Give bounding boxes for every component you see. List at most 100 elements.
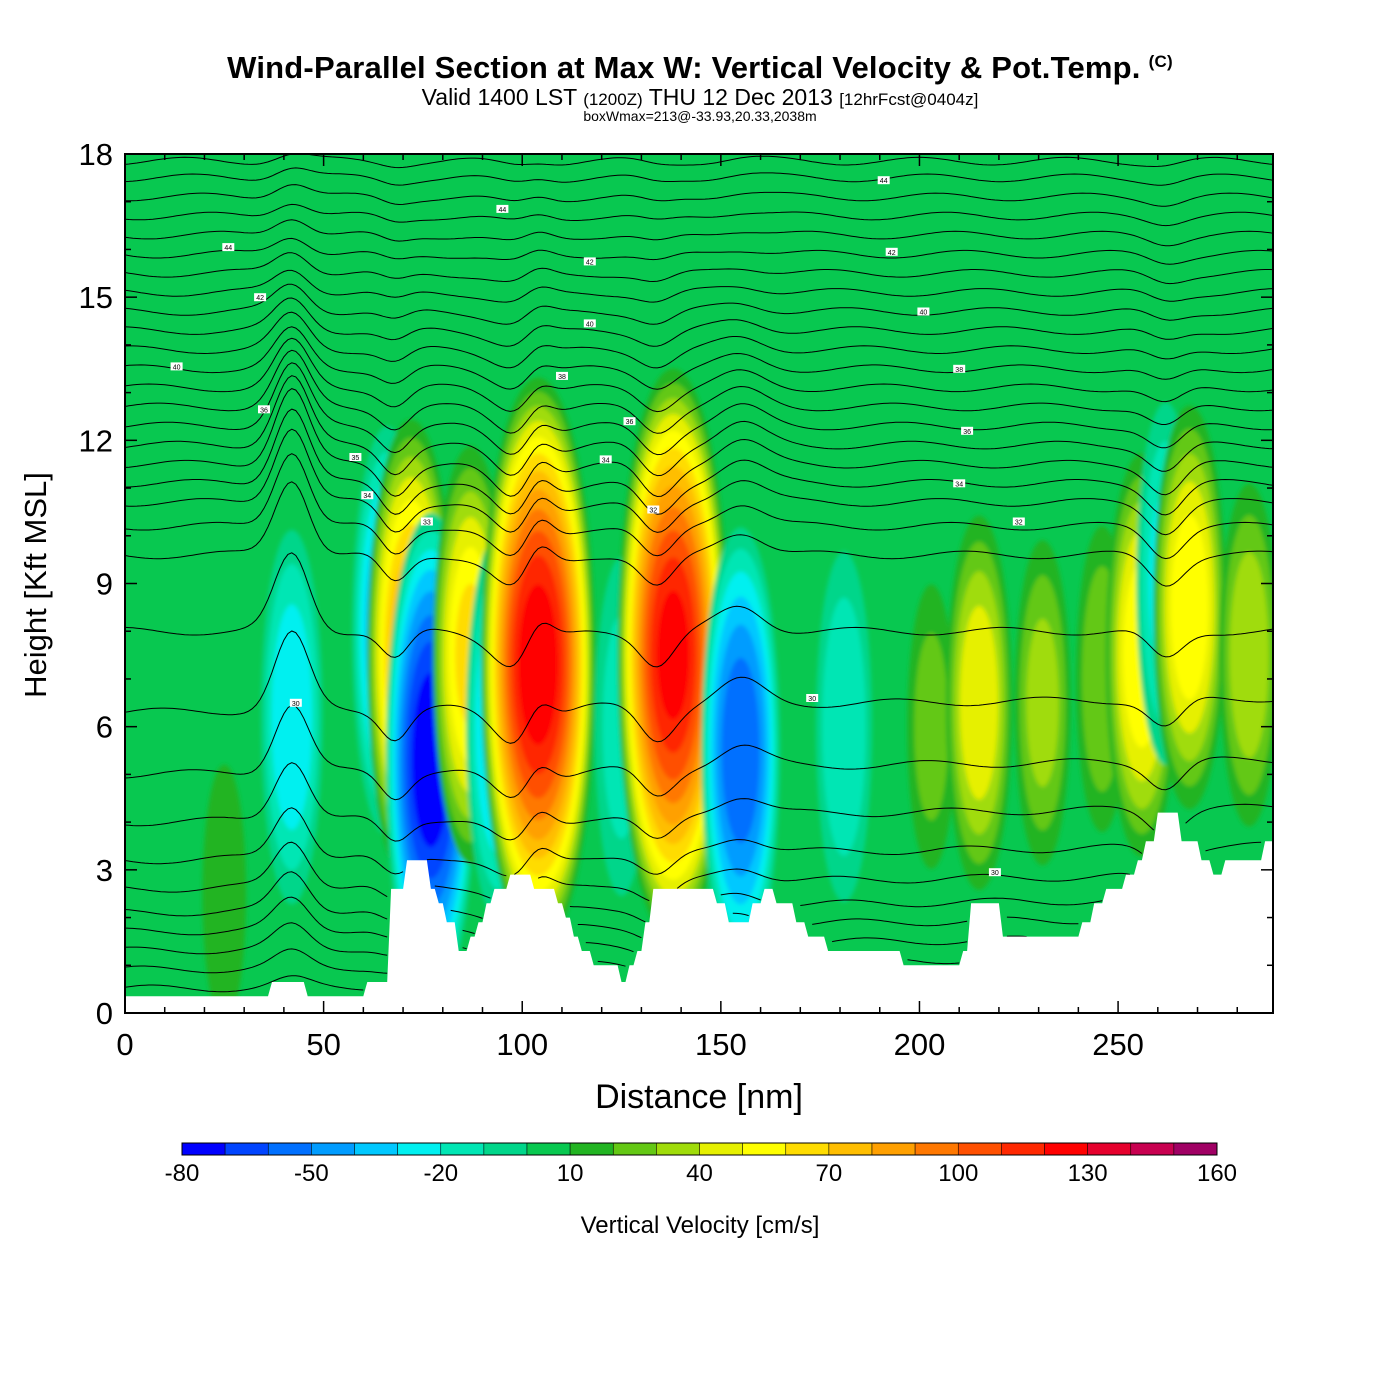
contour-label-text: 40 xyxy=(586,321,594,328)
contour-label: 36 xyxy=(258,405,270,414)
contour-label: 42 xyxy=(254,293,267,302)
velocity-band xyxy=(1229,551,1269,759)
contour-label: 30 xyxy=(988,868,1001,877)
theta-contour-line xyxy=(125,388,1273,498)
contour-label-text: 42 xyxy=(888,250,896,257)
x-tick-label: 200 xyxy=(894,1027,946,1062)
theta-contour-line xyxy=(125,922,1027,956)
contour-label-text: 42 xyxy=(256,295,264,302)
contour-label: 36 xyxy=(961,426,974,436)
colorbar-bin xyxy=(440,1142,485,1156)
valid-utc: (1200Z) xyxy=(583,90,643,109)
x-axis-label: Distance [nm] xyxy=(595,1078,803,1116)
contour-label: 44 xyxy=(877,176,890,185)
colorbar-bin xyxy=(1130,1142,1175,1156)
contour-label-box xyxy=(885,247,898,256)
theta-contour-line xyxy=(125,237,1273,265)
y-tick-label: 18 xyxy=(79,137,113,172)
velocity-band xyxy=(657,590,690,720)
contour-label-box xyxy=(258,405,270,414)
contour-label-text: 30 xyxy=(991,870,999,877)
contour-label-text: 36 xyxy=(963,429,971,436)
contour-label-text: 40 xyxy=(173,364,181,371)
theta-contour-line xyxy=(125,807,1262,877)
colorbar-tick-label: -80 xyxy=(165,1160,200,1187)
velocity-band xyxy=(959,606,999,800)
contour-label-box xyxy=(361,491,374,500)
contour-label-text: 40 xyxy=(920,310,928,317)
contour-label: 30 xyxy=(289,698,302,708)
contour-label-box xyxy=(420,517,433,526)
theta-contour-line xyxy=(125,252,1273,285)
velocity-band xyxy=(1026,618,1059,787)
colorbar-bin xyxy=(311,1142,355,1156)
velocity-cell xyxy=(701,527,781,974)
contour-label-box xyxy=(1012,517,1025,526)
theta-contour-line xyxy=(125,704,1273,801)
velocity-band xyxy=(1170,514,1209,700)
theta-contour-line xyxy=(125,408,1273,516)
contour-label: 32 xyxy=(1012,517,1025,527)
contour-label-box xyxy=(599,455,612,464)
contour-label-box xyxy=(953,479,966,488)
colorbar-tick-label: -50 xyxy=(294,1160,329,1187)
x-tick-label: 150 xyxy=(695,1027,747,1062)
contour-label-text: 32 xyxy=(1015,520,1023,527)
contour-label: 44 xyxy=(496,204,509,214)
velocity-band xyxy=(721,657,760,844)
colorbar-bin xyxy=(181,1142,226,1156)
valid-date: THU 12 Dec 2013 xyxy=(648,84,833,110)
contour-label-text: 44 xyxy=(880,178,888,185)
contour-label-box xyxy=(647,505,660,514)
contour-label-text: 33 xyxy=(423,520,431,527)
velocity-cell xyxy=(1014,540,1071,866)
theta-contour-line xyxy=(125,167,1273,186)
velocity-cell xyxy=(1153,405,1226,810)
colorbar-tick-label: 70 xyxy=(816,1160,843,1187)
colorbar-bin xyxy=(268,1142,312,1156)
y-tick-label: 3 xyxy=(96,853,113,888)
theta-contour-line xyxy=(125,297,1273,347)
theta-contour-line xyxy=(125,326,1273,390)
colorbar-bin xyxy=(656,1142,700,1156)
theta-contour-line xyxy=(125,203,1273,227)
contour-label-text: 36 xyxy=(260,407,268,414)
theta-contour-line xyxy=(125,841,1131,902)
x-tick-label: 250 xyxy=(1092,1027,1144,1062)
contour-label: 44 xyxy=(222,243,235,252)
velocity-cell xyxy=(260,529,323,905)
colorbar-bin xyxy=(785,1142,830,1156)
contour-label-box xyxy=(349,453,362,461)
colorbar-bin xyxy=(958,1142,1002,1156)
theta-contour-line xyxy=(125,896,1079,939)
contour-label-text: 34 xyxy=(602,457,610,464)
plot-clip-group: 44 44 44 42 42 42 40 40 40 38 38 36 36 36 35 34 34 34 33 32… xyxy=(125,154,1273,1013)
contour-label: 40 xyxy=(583,319,596,328)
colorbar-bin xyxy=(1173,1142,1218,1156)
colorbar-bin xyxy=(699,1142,743,1156)
colorbar-bin xyxy=(1001,1142,1045,1156)
copyright-mark: (C) xyxy=(1148,52,1173,71)
colorbar-frame xyxy=(181,1142,1218,1156)
contour-label: 40 xyxy=(917,307,930,317)
theta-contour-line xyxy=(125,428,1273,536)
contour-label: 36 xyxy=(623,417,636,426)
velocity-cell xyxy=(1219,483,1273,827)
colorbar-tick-label: 160 xyxy=(1197,1160,1237,1187)
velocity-cell xyxy=(945,515,1013,891)
y-tick-label: 6 xyxy=(96,710,113,745)
theta-contour-line xyxy=(125,453,1273,560)
valid-time-subtitle: Valid 1400 LST (1200Z) THU 12 Dec 2013 [… xyxy=(0,84,1400,111)
x-tick-label: 100 xyxy=(496,1027,548,1062)
plot-area: 44 44 44 42 42 42 40 40 40 38 38 36 36 36 35 34 34 34 33 32… xyxy=(125,154,1273,1013)
contour-label-box xyxy=(806,694,819,702)
theta-contour-line xyxy=(125,283,1273,325)
contour-label-box xyxy=(961,426,974,435)
contour-label-box xyxy=(170,362,183,371)
contour-label-text: 38 xyxy=(955,367,963,374)
theta-contour-line xyxy=(125,481,1273,587)
y-tick-label: 0 xyxy=(96,996,113,1031)
contour-label-text: 35 xyxy=(352,455,360,462)
